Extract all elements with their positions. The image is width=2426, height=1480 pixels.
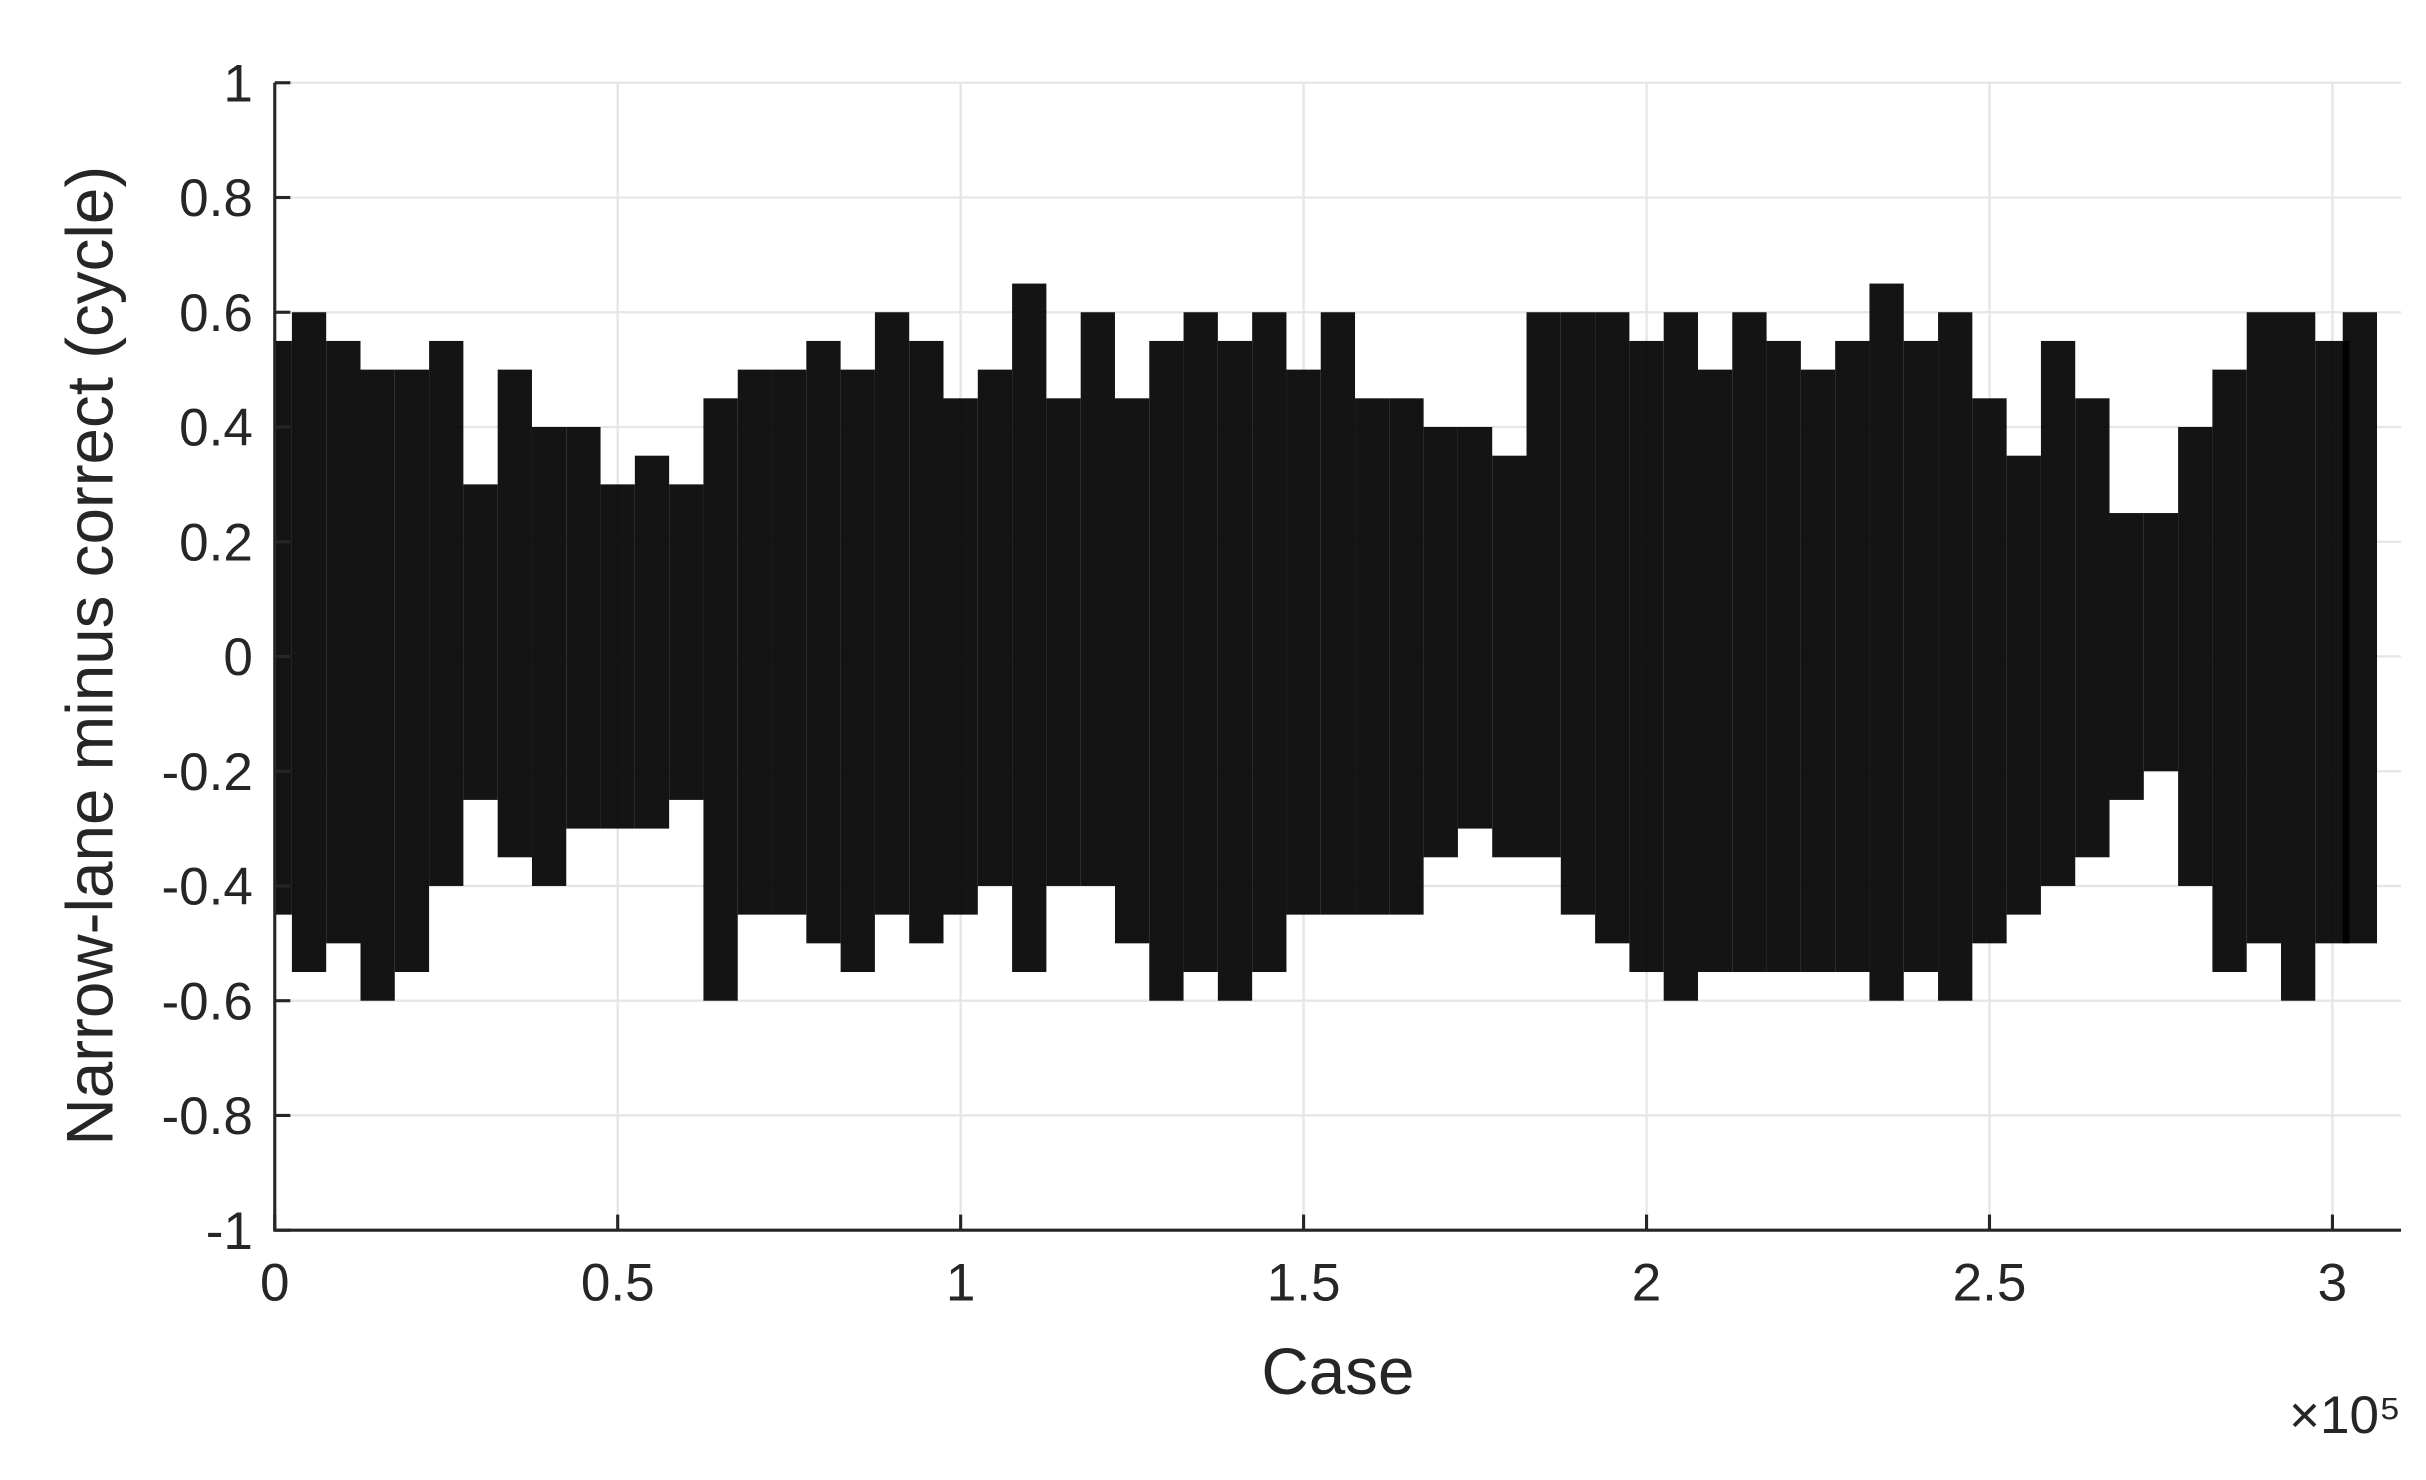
data-range (1217, 340, 1253, 1001)
y-tick-label: 0.6 (179, 284, 253, 343)
data-range (772, 369, 807, 915)
data-range (2006, 455, 2041, 915)
data-range (1114, 398, 1150, 944)
data-range (1595, 312, 1630, 944)
x-tick-label: 3 (2318, 1253, 2348, 1312)
y-tick-label: 0.8 (179, 169, 253, 228)
data-range (1423, 426, 1458, 858)
data-range (634, 455, 670, 829)
data-range (1252, 312, 1287, 973)
y-tick-label: -0.2 (161, 743, 252, 802)
y-axis-label: Narrow-lane minus correct (cycle) (53, 166, 126, 1146)
y-tick-label: -0.6 (161, 972, 252, 1031)
data-range (874, 312, 910, 915)
data-range (1183, 312, 1218, 973)
y-tick-label: 0 (223, 628, 253, 687)
data-range (806, 340, 841, 944)
data-range (1526, 312, 1561, 858)
data-range (1389, 398, 1424, 915)
y-tick-label: 1 (223, 54, 253, 113)
x-tick-label: 2.5 (1953, 1253, 2027, 1312)
y-tick-label: -0.4 (161, 858, 252, 917)
data-range (909, 340, 944, 944)
data-range (2246, 312, 2281, 944)
x-tick-label: 1 (946, 1253, 976, 1312)
data-range (600, 484, 635, 829)
data-range (703, 398, 738, 1001)
data-range (1697, 369, 1733, 973)
data-range (943, 398, 978, 915)
data-range (1012, 283, 1047, 973)
data-range (1766, 340, 1801, 973)
data-range (1492, 455, 1527, 858)
data-range (737, 369, 773, 915)
data-range (1629, 340, 1664, 973)
data-range (669, 484, 704, 800)
data-range (2040, 340, 2076, 886)
data-range (1732, 312, 1767, 973)
data-range (360, 369, 395, 1001)
data-range (1457, 426, 1493, 829)
data-range (1286, 369, 1321, 915)
y-tick-label: -1 (206, 1202, 253, 1261)
data-range (497, 369, 532, 858)
data-range (977, 369, 1013, 886)
data-range (1355, 398, 1390, 915)
data-range (2280, 312, 2316, 1001)
data-range (2212, 369, 2247, 973)
data-range (1835, 340, 1870, 973)
data-range (1046, 398, 1081, 886)
data-range (1938, 312, 1973, 1001)
data-range (1869, 283, 1904, 1001)
x-axis-label: Case (1261, 1335, 1414, 1408)
x-tick-label: 1.5 (1267, 1253, 1341, 1312)
data-range (1972, 398, 2007, 944)
data-range (291, 312, 327, 973)
data-range (840, 369, 875, 973)
data-range (2342, 312, 2378, 944)
data-range (1080, 312, 1115, 886)
data-range (2075, 398, 2110, 858)
x-tick-label: 0 (260, 1253, 290, 1312)
y-tick-label: 0.2 (179, 513, 253, 572)
y-tick-label: 0.4 (179, 399, 253, 458)
data-range (2143, 513, 2179, 772)
data-range (566, 426, 601, 829)
x-tick-label: 2 (1632, 1253, 1662, 1312)
data-range (1149, 340, 1184, 1001)
x-tick-label: 0.5 (581, 1253, 655, 1312)
data-range (1903, 340, 1939, 973)
data-range (1800, 369, 1836, 973)
data-range (2178, 426, 2213, 886)
data-range (1560, 312, 1596, 915)
data-range (463, 484, 498, 800)
data-range (1320, 312, 1356, 915)
data-range (531, 426, 567, 886)
y-tick-label: -0.8 (161, 1087, 252, 1146)
data-range (326, 340, 361, 944)
data-range (2109, 513, 2144, 800)
data-range (429, 340, 464, 886)
data-range (394, 369, 430, 973)
x-multiplier: ×10⁵ (2289, 1386, 2401, 1445)
data-range (1663, 312, 1698, 1001)
